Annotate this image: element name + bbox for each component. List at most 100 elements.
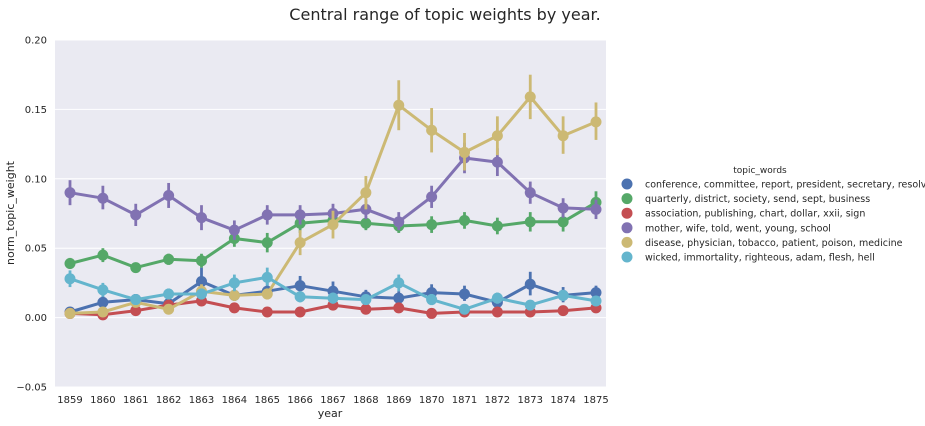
data-point [327, 292, 339, 304]
data-point [261, 288, 273, 300]
legend-marker [621, 222, 633, 234]
data-point [130, 305, 142, 317]
data-point [97, 249, 109, 261]
legend-title: topic_words [733, 166, 787, 176]
data-point [491, 306, 503, 318]
data-point [393, 302, 405, 314]
data-point [196, 276, 207, 288]
data-point [360, 217, 372, 229]
legend-label: mother, wife, told, went, young, school [645, 223, 831, 234]
series-5 [64, 267, 602, 315]
legend-label: association, publishing, chart, dollar, … [645, 209, 865, 220]
legend-label: disease, physician, tobacco, patient, po… [645, 238, 903, 249]
y-tick-label: 0.15 [25, 105, 47, 116]
x-tick-label: 1873 [518, 395, 543, 406]
data-point [228, 289, 240, 301]
data-point [491, 220, 503, 232]
data-point [491, 292, 503, 304]
data-point [459, 288, 470, 300]
legend-label: conference, committee, report, president… [645, 180, 925, 191]
data-point [557, 202, 569, 214]
legend-marker [621, 193, 633, 205]
data-point [261, 237, 273, 249]
data-point [590, 116, 602, 128]
data-point [294, 280, 306, 292]
data-point [557, 216, 569, 228]
data-point [426, 191, 438, 203]
data-point [426, 307, 438, 319]
x-axis-label: year [318, 407, 343, 420]
data-point [196, 288, 207, 300]
legend-marker [621, 178, 633, 190]
data-point [228, 277, 240, 289]
data-point [524, 299, 536, 311]
x-tick-label: 1874 [550, 395, 575, 406]
data-point [393, 216, 405, 228]
data-point [360, 187, 372, 199]
data-point [393, 99, 405, 111]
data-point [163, 303, 175, 315]
data-point [557, 305, 569, 317]
x-tick-label: 1870 [419, 395, 444, 406]
data-point [261, 306, 273, 318]
data-point [557, 130, 569, 142]
data-point [557, 289, 569, 301]
y-tick-label: 0.20 [25, 36, 47, 47]
x-tick-label: 1868 [353, 395, 378, 406]
data-point [327, 219, 339, 231]
data-point [590, 203, 602, 215]
data-point [360, 294, 372, 306]
data-point [524, 216, 536, 228]
data-point [97, 284, 109, 296]
x-tick-label: 1872 [485, 395, 510, 406]
x-tick-label: 1869 [386, 395, 411, 406]
data-point [524, 187, 536, 199]
data-point [459, 303, 470, 315]
legend-label: quarterly, district, society, send, sept… [645, 194, 870, 205]
data-point [64, 307, 76, 319]
chart-title: Central range of topic weights by year. [289, 5, 600, 24]
data-point [393, 277, 405, 289]
x-tick-label: 1864 [222, 395, 247, 406]
x-tick-label: 1863 [189, 395, 214, 406]
data-point [130, 209, 142, 221]
data-point [97, 192, 109, 204]
x-tick-label: 1865 [255, 395, 280, 406]
y-axis-label: norm_topic_weight [4, 160, 17, 265]
y-tick-label: 0.05 [25, 244, 47, 255]
legend-marker [621, 251, 633, 263]
y-tick-labels: −0.05 0.00 0.05 0.10 0.15 0.20 [16, 36, 47, 394]
data-point [97, 306, 109, 318]
x-tick-label: 1866 [287, 395, 312, 406]
y-tick-label: −0.05 [16, 383, 47, 394]
data-point [459, 146, 470, 158]
data-point [360, 303, 372, 315]
x-tick-label: 1859 [57, 395, 82, 406]
x-tick-label: 1861 [123, 395, 148, 406]
data-point [294, 209, 306, 221]
data-point [130, 262, 142, 274]
legend: topic_words conference, committee, repor… [621, 166, 925, 264]
data-point [228, 224, 240, 236]
y-tick-label: 0.10 [25, 174, 47, 185]
data-point [393, 292, 405, 304]
y-tick-label: 0.00 [25, 313, 47, 324]
data-point [196, 212, 207, 224]
data-point [491, 156, 503, 168]
x-tick-label: 1867 [320, 395, 345, 406]
legend-marker [621, 236, 633, 248]
x-tick-label: 1862 [156, 395, 181, 406]
legend-marker [621, 207, 633, 219]
data-point [64, 273, 76, 285]
data-point [294, 306, 306, 318]
data-point [261, 271, 273, 283]
data-point [64, 257, 76, 269]
grid-lines [55, 39, 606, 388]
x-tick-labels: 1859 1860 1861 1862 1863 1864 1865 1866 1867 1868… [57, 395, 608, 406]
data-point [590, 287, 602, 299]
data-point [64, 187, 76, 199]
data-point [163, 189, 175, 201]
data-point [459, 214, 470, 226]
x-tick-label: 1875 [583, 395, 608, 406]
